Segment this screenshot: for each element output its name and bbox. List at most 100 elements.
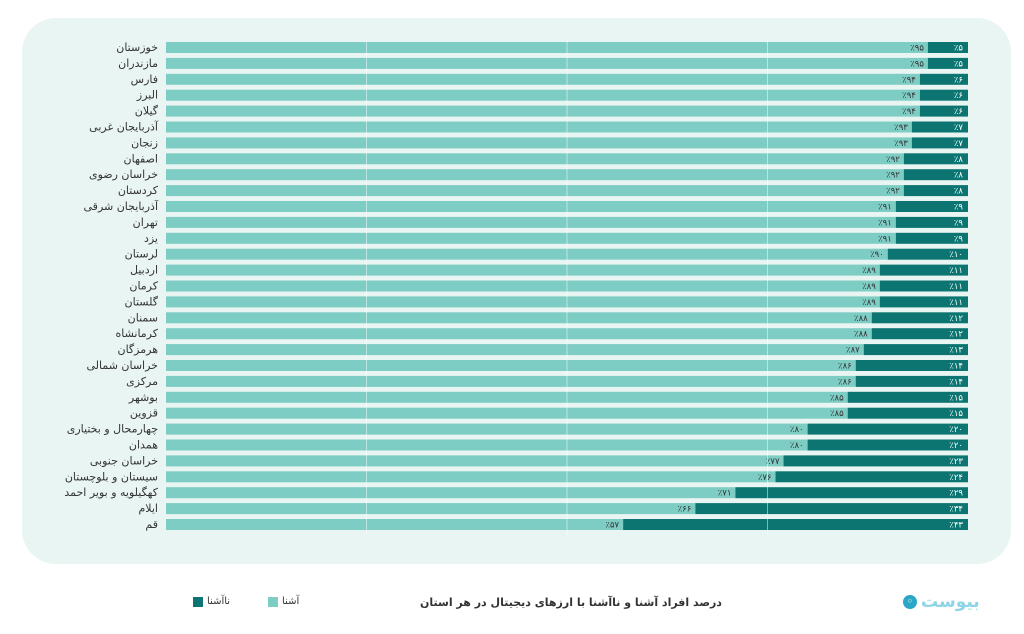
bar-unaware [735, 487, 968, 499]
bar-aware [166, 328, 872, 340]
bar-aware [166, 73, 920, 85]
bar-unaware [863, 344, 968, 356]
value-label-aware: ٪۸۰ [790, 441, 804, 451]
value-label-aware: ٪۸۶ [838, 362, 852, 372]
bar-unaware [919, 105, 968, 117]
province-label: کرمانشاه [115, 327, 158, 340]
province-label: یزد [144, 232, 158, 245]
legend-aware-label: آشنا [282, 596, 300, 607]
value-label-aware: ٪۸۹ [862, 298, 876, 308]
province-label: خراسان رضوی [89, 168, 158, 181]
province-label: کردستان [118, 184, 159, 197]
province-label: اردبیل [130, 264, 158, 277]
bar-aware [166, 280, 880, 292]
province-label: آذربایجان شرقی [84, 199, 159, 213]
province-label: کهگیلویه و بویر احمد [64, 486, 158, 499]
value-label-aware: ٪۶۶ [678, 505, 692, 515]
legend-unaware-label: ناآشنا [207, 596, 231, 607]
province-label: هرمزگان [118, 343, 159, 356]
bar-aware [166, 89, 920, 101]
bar-unaware [895, 232, 968, 244]
bar-aware [166, 121, 912, 133]
province-label: کرمان [129, 280, 158, 293]
bar-unaware [895, 201, 968, 212]
bar-unaware [807, 423, 968, 435]
value-label-unaware: ٪۱۴ [949, 362, 963, 372]
bar-aware [166, 344, 864, 356]
province-label: اصفهان [124, 152, 158, 165]
logo-text: بیوست [921, 592, 980, 612]
chart-title: درصد افراد آشنا و ناآشنا با ارزهای دیجیت… [420, 596, 722, 609]
bar-unaware [847, 407, 968, 419]
value-label-unaware: ٪۱۲ [949, 314, 963, 324]
value-label-unaware: ٪۲۴ [949, 473, 963, 483]
bar-aware [166, 487, 736, 499]
value-label-aware: ٪۹۳ [894, 139, 908, 149]
value-label-aware: ٪۸۶ [838, 377, 852, 387]
province-label: مازندران [118, 57, 158, 70]
value-label-unaware: ٪۲۳ [949, 457, 963, 467]
value-label-aware: ٪۹۵ [910, 59, 924, 69]
bar-unaware [919, 73, 968, 85]
province-label: آذربایجان غربی [89, 120, 159, 134]
value-label-unaware: ٪۶ [954, 91, 963, 101]
value-label-unaware: ٪۱۳ [949, 346, 963, 356]
value-label-unaware: ٪۶ [954, 75, 963, 85]
bar-aware [166, 57, 928, 69]
stacked-bar-chart: خوزستان ٪۹۵ ٪۵ مازندران ٪۹۵ ٪۵ فارس ٪۹۴ ٪۶ البرز ٪… [64, 40, 968, 535]
bar-aware [166, 296, 880, 308]
bar-aware [166, 185, 904, 197]
bar-aware [166, 153, 904, 165]
value-label-unaware: ٪۹ [954, 218, 964, 228]
bar-unaware [887, 248, 968, 260]
province-label: تهران [133, 216, 158, 229]
bar-unaware [871, 328, 968, 340]
bar-unaware [855, 360, 968, 371]
province-label: لرستان [125, 248, 158, 261]
value-label-unaware: ٪۹ [954, 234, 964, 244]
bar-aware [166, 264, 880, 276]
brand-logo: ◦ بیوست [903, 592, 980, 612]
bar-unaware [807, 439, 968, 451]
value-label-aware: ٪۸۵ [830, 393, 844, 403]
value-label-unaware: ٪۲۰ [949, 425, 963, 435]
value-label-unaware: ٪۱۴ [949, 377, 963, 387]
province-label: زنجان [131, 136, 158, 149]
value-label-unaware: ٪۳۴ [949, 505, 963, 515]
value-label-unaware: ٪۱۵ [949, 409, 963, 419]
value-label-aware: ٪۷۶ [758, 473, 772, 483]
value-label-unaware: ٪۴۳ [949, 521, 963, 531]
bar-unaware [919, 89, 968, 101]
bar-unaware [879, 296, 968, 308]
value-label-aware: ٪۸۸ [854, 314, 868, 324]
bar-unaware [871, 312, 968, 324]
value-label-aware: ٪۷۷ [766, 457, 780, 467]
province-label: چهارمحال و بختیاری [67, 423, 158, 436]
legend-aware-swatch [268, 596, 278, 607]
bar-unaware [623, 519, 968, 530]
bar-unaware [903, 153, 968, 165]
bar-unaware [927, 42, 968, 53]
value-label-unaware: ٪۷ [954, 139, 964, 149]
value-label-unaware: ٪۵ [954, 59, 964, 69]
bar-unaware [695, 503, 968, 515]
legend-unaware-swatch [193, 596, 203, 607]
value-label-aware: ٪۹۲ [886, 155, 900, 165]
value-label-unaware: ٪۸ [954, 155, 964, 165]
value-label-aware: ٪۹۲ [886, 187, 900, 197]
bar-unaware [879, 264, 968, 276]
bar-aware [166, 423, 808, 435]
bar-unaware [847, 391, 968, 403]
value-label-unaware: ٪۵ [954, 44, 964, 54]
logo-icon: ◦ [903, 595, 917, 609]
province-label: ایلام [139, 502, 159, 515]
province-label: فارس [131, 73, 158, 86]
value-label-unaware: ٪۱۰ [949, 250, 963, 260]
value-label-aware: ٪۹۴ [902, 91, 916, 101]
value-label-aware: ٪۹۴ [902, 107, 916, 117]
value-label-unaware: ٪۶ [954, 107, 963, 117]
bar-unaware [775, 471, 968, 483]
bar-aware [166, 216, 896, 228]
value-label-aware: ٪۹۱ [878, 218, 892, 228]
bar-aware [166, 137, 912, 149]
